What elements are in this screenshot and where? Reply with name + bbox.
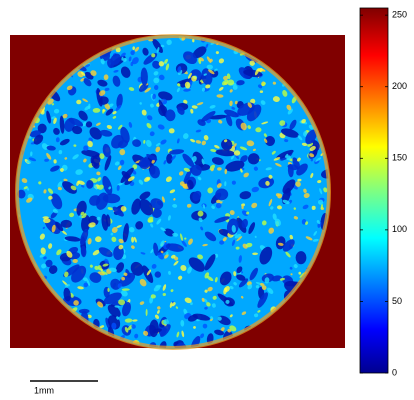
colorbar: 0 50 100 150 200 250 <box>360 8 407 377</box>
colorbar-tick-label: 250 <box>392 10 407 20</box>
colorbar-tick-label: 50 <box>392 296 402 306</box>
scale-bar-label: 1mm <box>34 385 54 395</box>
colorbar-gradient <box>360 8 388 373</box>
colorbar-tick-label: 100 <box>392 224 407 234</box>
colorbar-tick-label: 150 <box>392 153 407 163</box>
figure: 0 50 100 150 200 250 1mm <box>0 0 414 400</box>
colorbar-tick-label: 0 <box>392 367 397 377</box>
colorbar-tick-label: 200 <box>392 81 407 91</box>
